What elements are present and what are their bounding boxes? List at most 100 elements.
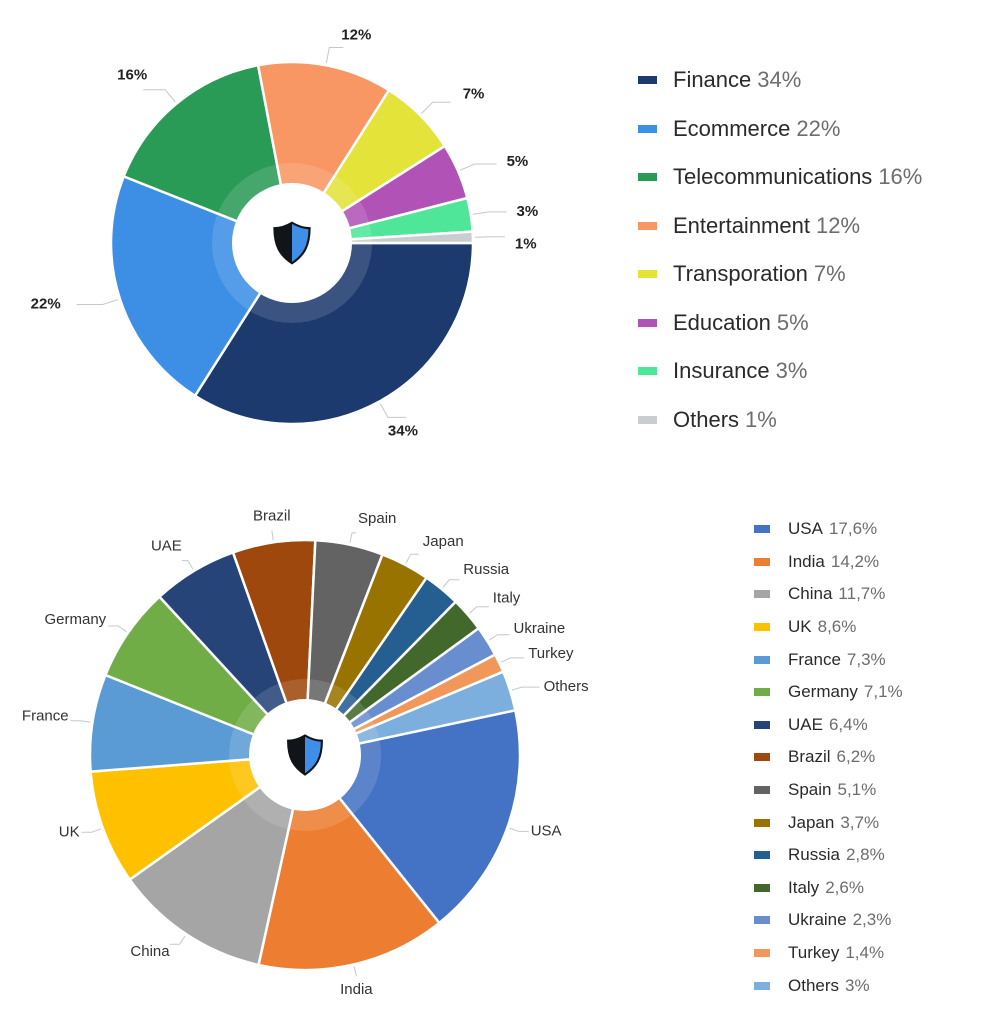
pie-slice-others[interactable] [304, 670, 517, 757]
legend-item-transporation[interactable]: Transporation 7% [638, 250, 922, 299]
leader-line-insurance [472, 211, 507, 215]
legend-value: 2,8% [845, 845, 885, 865]
legend-item-china[interactable]: China 11,7% [754, 578, 903, 611]
legend-swatch [754, 688, 770, 697]
legend-item-germany[interactable]: Germany 7,1% [754, 676, 903, 709]
legend-swatch [754, 786, 770, 795]
shield-icon-outline [273, 221, 311, 265]
pie-slice-uk[interactable] [89, 753, 310, 882]
leader-line-france [70, 720, 91, 723]
leader-line-germany [108, 625, 127, 633]
slice-label-russia: Russia [463, 561, 510, 578]
leader-line-uae [181, 560, 194, 570]
legend-label: UK [788, 617, 812, 637]
legend-label: Insurance [673, 358, 770, 384]
leader-line-spain [349, 532, 356, 543]
leader-line-india [353, 966, 357, 977]
slice-label-uk: UK [59, 823, 80, 840]
legend-value: 7,1% [863, 682, 903, 702]
legend-swatch [754, 851, 770, 860]
legend-item-india[interactable]: India 14,2% [754, 546, 903, 579]
legend-swatch [638, 124, 657, 133]
slice-label-india: India [340, 981, 373, 998]
leader-line-italy [468, 606, 489, 614]
leader-line-others [474, 236, 505, 238]
legend-item-russia[interactable]: Russia 2,8% [754, 839, 903, 872]
legend-swatch [638, 221, 657, 230]
shield-icon-left-half [274, 222, 292, 264]
leader-line-ecommerce [76, 299, 119, 305]
legend-item-spain[interactable]: Spain 5,1% [754, 774, 903, 807]
legend-item-others[interactable]: Others 3% [754, 969, 903, 1002]
slice-label-germany: Germany [45, 611, 107, 628]
legend-swatch [754, 818, 770, 827]
legend-label: UAE [788, 714, 823, 734]
slice-label-uae: UAE [151, 538, 182, 555]
slice-label-others: 1% [515, 236, 537, 253]
legend-label: Russia [788, 845, 840, 865]
legend-value: 5,1% [837, 780, 877, 800]
slice-label-ecommerce: 22% [31, 295, 61, 312]
slice-label-spain: Spain [358, 510, 396, 527]
legend-swatch [754, 981, 770, 990]
slice-label-entertainment: 12% [341, 26, 371, 43]
legend-item-italy[interactable]: Italy 2,6% [754, 872, 903, 905]
legend-item-turkey[interactable]: Turkey 1,4% [754, 937, 903, 970]
legend-swatch [754, 949, 770, 958]
leader-line-entertainment [325, 47, 344, 64]
pie-slice-china[interactable] [128, 752, 307, 967]
legend-item-others[interactable]: Others 1% [638, 396, 922, 445]
legend-item-france[interactable]: France 7,3% [754, 643, 903, 676]
pie-chart-countries: USA India China UK France Germany UAE Brazil Spa… [22, 507, 589, 998]
legend-label: Transporation [673, 261, 808, 287]
legend-item-ukraine[interactable]: Ukraine 2,3% [754, 904, 903, 937]
legend-value: 6,2% [836, 747, 876, 767]
legend-value: 3% [845, 975, 870, 995]
legend-item-entertainment[interactable]: Entertainment 12% [638, 202, 922, 251]
legend-item-insurance[interactable]: Insurance 3% [638, 347, 922, 396]
leader-line-telecommunications [143, 89, 176, 103]
legend-swatch [754, 557, 770, 566]
legend-item-usa[interactable]: USA 17,6% [754, 513, 903, 546]
legend-swatch [638, 173, 657, 182]
legend-label: Finance [673, 67, 752, 93]
legend-swatch [754, 883, 770, 892]
slice-label-france: France [22, 708, 69, 725]
legend-label: Others [788, 975, 840, 995]
shield-icon [273, 221, 311, 265]
legend-item-finance[interactable]: Finance 34% [638, 56, 922, 105]
legend-item-brazil[interactable]: Brazil 6,2% [754, 741, 903, 774]
legend-label: USA [788, 519, 823, 539]
legend-item-uae[interactable]: UAE 6,4% [754, 709, 903, 742]
legend-item-japan[interactable]: Japan 3,7% [754, 806, 903, 839]
leader-line-transporation [421, 101, 451, 114]
legend-value: 2,3% [852, 910, 892, 930]
legend-label: China [788, 584, 833, 604]
legend-item-education[interactable]: Education 5% [638, 299, 922, 348]
slice-label-insurance: 3% [517, 203, 539, 220]
legend-item-telecommunications[interactable]: Telecommunications 16% [638, 153, 922, 202]
leader-line-brazil [271, 530, 274, 541]
legend-value: 12% [815, 212, 861, 238]
legend-label: Others [673, 406, 740, 432]
slice-label-education: 5% [507, 153, 529, 170]
shield-icon-right-half [305, 735, 322, 775]
legend-value: 6,4% [828, 714, 868, 734]
slice-label-usa: USA [531, 822, 562, 839]
legend-label: Japan [788, 812, 835, 832]
legend-value: 3,7% [840, 812, 880, 832]
legend-label: Brazil [788, 747, 831, 767]
legend-swatch [638, 415, 657, 424]
slice-label-china: China [130, 943, 170, 960]
legend-label: Spain [788, 780, 832, 800]
legend-label: France [788, 649, 841, 669]
legend-value: 11,7% [838, 584, 886, 604]
legend-item-ecommerce[interactable]: Ecommerce 22% [638, 105, 922, 154]
pie-slice-telecommunications[interactable] [122, 63, 294, 245]
leader-line-ukraine [488, 634, 510, 641]
legend-label: Italy [788, 877, 820, 897]
legend-item-uk[interactable]: UK 8,6% [754, 611, 903, 644]
shield-icon-right-half [292, 222, 310, 264]
legend-swatch [638, 76, 657, 85]
